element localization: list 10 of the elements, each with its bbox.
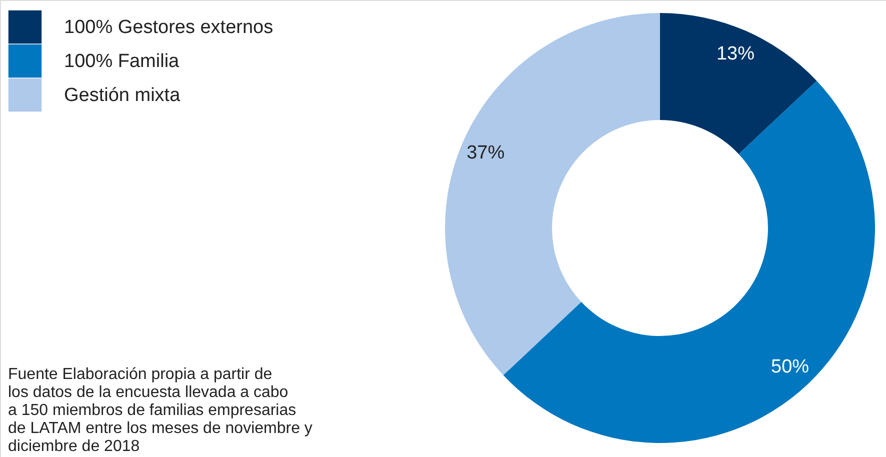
legend-label: Gestión mixta bbox=[64, 85, 181, 106]
donut-slice bbox=[660, 13, 817, 154]
data-label: 50% bbox=[771, 356, 810, 378]
data-label: 13% bbox=[716, 44, 755, 65]
legend-label: 100% Gestores externos bbox=[64, 17, 274, 38]
donut-slice bbox=[503, 80, 875, 443]
legend-label: 100% Familia bbox=[64, 51, 180, 72]
donut-slice bbox=[445, 13, 660, 376]
data-label: 37% bbox=[466, 142, 505, 164]
source-note: Fuente Elaboración propia a partir de los datos de la encuesta llevada a cabo a 150 miembros de familias empresarias de LATAM entre los meses de noviembre y diciembre de 2018 bbox=[8, 366, 312, 455]
